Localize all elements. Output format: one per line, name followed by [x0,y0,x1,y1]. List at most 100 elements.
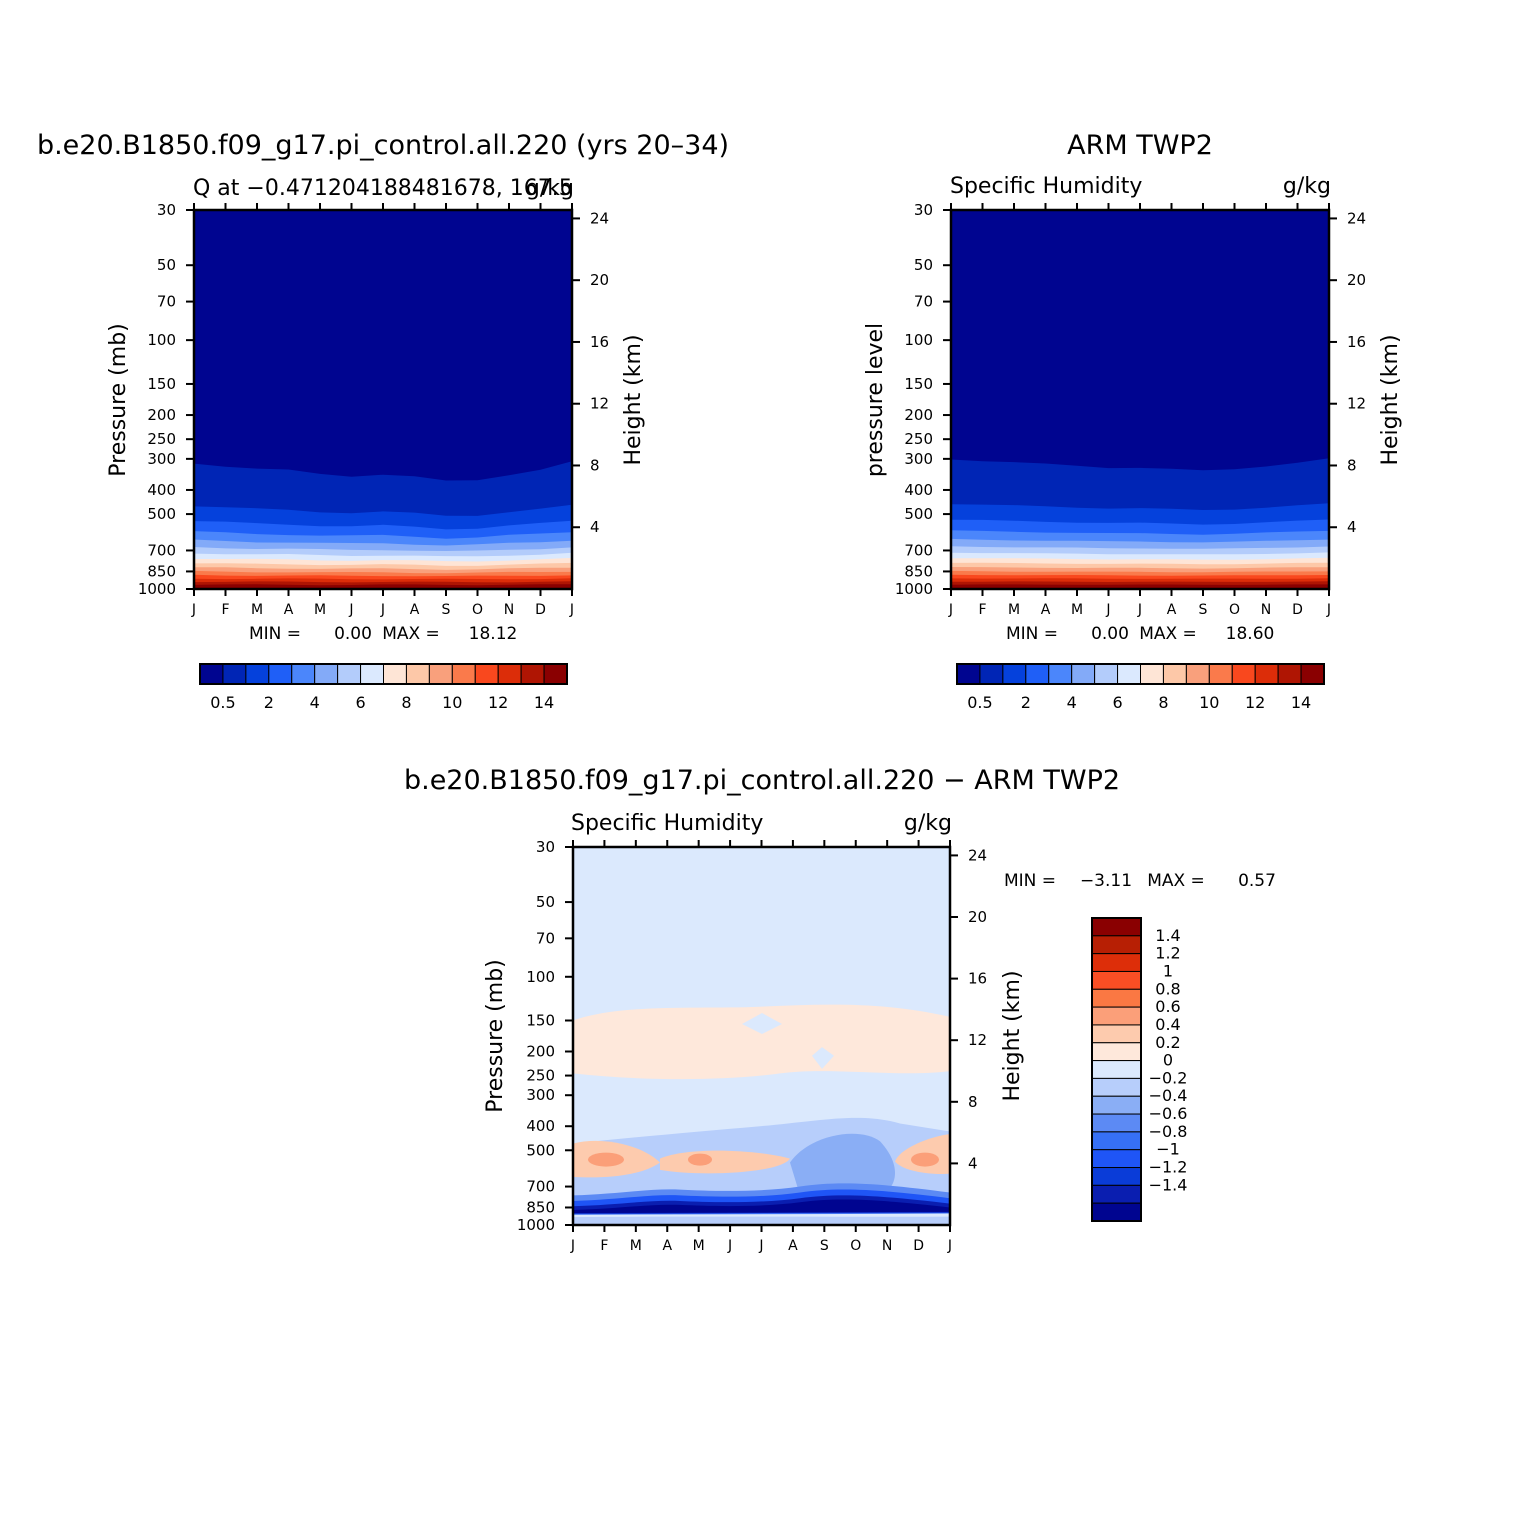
obs-colorbar-label: 4 [1067,693,1077,712]
obs-humidity-panel: ARM TWP2 Specific Humidity g/kg J F M A M J J A… [863,130,1403,712]
model-colorbar-cell [451,663,476,685]
model-x-tick-label: N [504,602,514,618]
model-colorbar-label: 14 [534,693,554,712]
model-min-label: MIN = [249,624,301,644]
obs-y-tick-label: 300 [904,450,933,468]
model-colorbar-cell [245,663,270,685]
obs-y2-tick-label: 24 [1347,209,1366,227]
diff-colorbar-label: 1.4 [1155,926,1180,945]
obs-max-value: 18.60 [1226,624,1275,644]
diff-x-tick-label: A [662,1238,672,1254]
obs-y-tick-label: 1000 [895,580,933,598]
diff-x-tick-label: F [600,1238,608,1254]
diff-panel-units: g/kg [904,811,952,836]
model-humidity-panel: b.e20.B1850.f09_g17.pi_control.all.220 (… [37,130,729,712]
model-x-tick-label: A [284,602,294,618]
obs-y2-tick-label: 4 [1347,518,1357,536]
obs-x-tick-label: N [1261,602,1271,618]
model-x-tick-label: J [348,602,353,618]
diff-min-label: MIN = [1004,871,1056,891]
diff-colorbar-cell [1091,1149,1142,1169]
diff-y-tick-label: 200 [526,1043,555,1061]
model-x-tick-label: M [314,602,326,618]
model-y-tick-label: 500 [147,505,176,523]
diff-y-tick-label: 250 [526,1067,555,1085]
obs-x-tick-label: J [1326,602,1331,618]
obs-panel-title: ARM TWP2 [1067,130,1213,161]
obs-colorbar-cell [979,663,1004,685]
model-y2-tick-label: 12 [590,395,609,413]
diff-y-tick-label: 700 [526,1178,555,1196]
obs-colorbar-cell [1231,663,1256,685]
diff-negative-surface-band-3 [573,1199,950,1214]
obs-colorbar-label: 10 [1199,693,1219,712]
diff-colorbar-cell [1091,970,1142,990]
diff-x-tick-label: O [850,1238,861,1254]
model-x-tick-label: J [569,602,574,618]
obs-colorbar-cell [1277,663,1302,685]
obs-y-tick-label: 850 [904,562,933,580]
obs-colorbar-cell [956,663,981,685]
diff-y2-tick-label: 4 [968,1154,978,1172]
obs-colorbar: 0.5 2 4 6 8 10 12 14 [956,663,1325,712]
diff-colorbar-label: −0.6 [1149,1104,1188,1123]
obs-colorbar-cell [1094,663,1119,685]
obs-colorbar-label: 14 [1291,693,1311,712]
diff-colorbar-cell [1091,988,1142,1008]
diff-colorbar-cell [1091,1024,1142,1044]
diff-positive-band-upper [573,1004,950,1080]
diff-y2-tick-label: 16 [968,970,987,988]
model-colorbar-label: 4 [310,693,320,712]
model-colorbar-cell [222,663,247,685]
model-x-tick-label: O [472,602,483,618]
diff-colorbar-label: 0.4 [1155,1015,1180,1034]
difference-panel: b.e20.B1850.f09_g17.pi_control.all.220 −… [404,765,1276,1254]
model-y2-tick-label: 16 [590,333,609,351]
model-x-tick-label: J [191,602,196,618]
obs-x-tick-label: J [948,602,953,618]
model-colorbar-frame [199,663,568,685]
diff-colorbar-label: −1 [1156,1140,1180,1159]
diff-colorbar-cell [1091,935,1142,955]
obs-y2-axis-label: Height (km) [1378,334,1403,465]
model-colorbar-cell [428,663,453,685]
obs-x-tick-label: A [1041,602,1051,618]
obs-x-tick-label: J [1105,602,1110,618]
diff-colorbar-label: 1.2 [1155,944,1180,963]
model-y-tick-label: 150 [147,375,176,393]
diff-y-axis-label: Pressure (mb) [483,959,508,1113]
diff-negative-tongue [790,1133,895,1196]
model-max-label: MAX = [382,624,440,644]
diff-colorbar-cell [1091,1006,1142,1026]
obs-x-tick-label: S [1199,602,1208,618]
model-colorbar-label: 12 [488,693,508,712]
model-y-tick-label: 200 [147,406,176,424]
obs-colorbar-cell [1071,663,1096,685]
obs-colorbar-label: 12 [1245,693,1265,712]
obs-colorbar-label: 0.5 [967,693,992,712]
diff-negative-patch-upper [742,1013,782,1034]
obs-x-tick-label: O [1229,602,1240,618]
obs-min-value: 0.00 [1091,624,1129,644]
diff-positive-blob-3-core [911,1152,939,1167]
obs-colorbar-cell [1208,663,1233,685]
diff-x-tick-label: J [947,1238,952,1254]
obs-y-tick-label: 100 [904,331,933,349]
obs-x-tick-label: M [1071,602,1083,618]
obs-y2-tick-label: 12 [1347,395,1366,413]
model-colorbar-cell [543,663,568,685]
obs-contour-plot: J F M A M J J A S O N D J 30 50 70 100 150 200 250 300 400 500… [895,201,1366,618]
obs-colorbar-cell [1300,663,1325,685]
diff-y2-axis-label: Height (km) [1000,970,1025,1101]
model-y-tick-label: 850 [147,562,176,580]
model-colorbar-cell [405,663,430,685]
obs-colorbar-cell [1185,663,1210,685]
diff-y2-tick-label: 12 [968,1031,987,1049]
diff-y2-tick-label: 20 [968,908,987,926]
obs-y-tick-label: 150 [904,375,933,393]
model-colorbar-cell [291,663,316,685]
diff-colorbar-label: −0.2 [1149,1068,1188,1087]
diff-x-tick-label: N [882,1238,892,1254]
diff-y-tick-label: 30 [536,838,555,856]
obs-y-tick-label: 700 [904,541,933,559]
